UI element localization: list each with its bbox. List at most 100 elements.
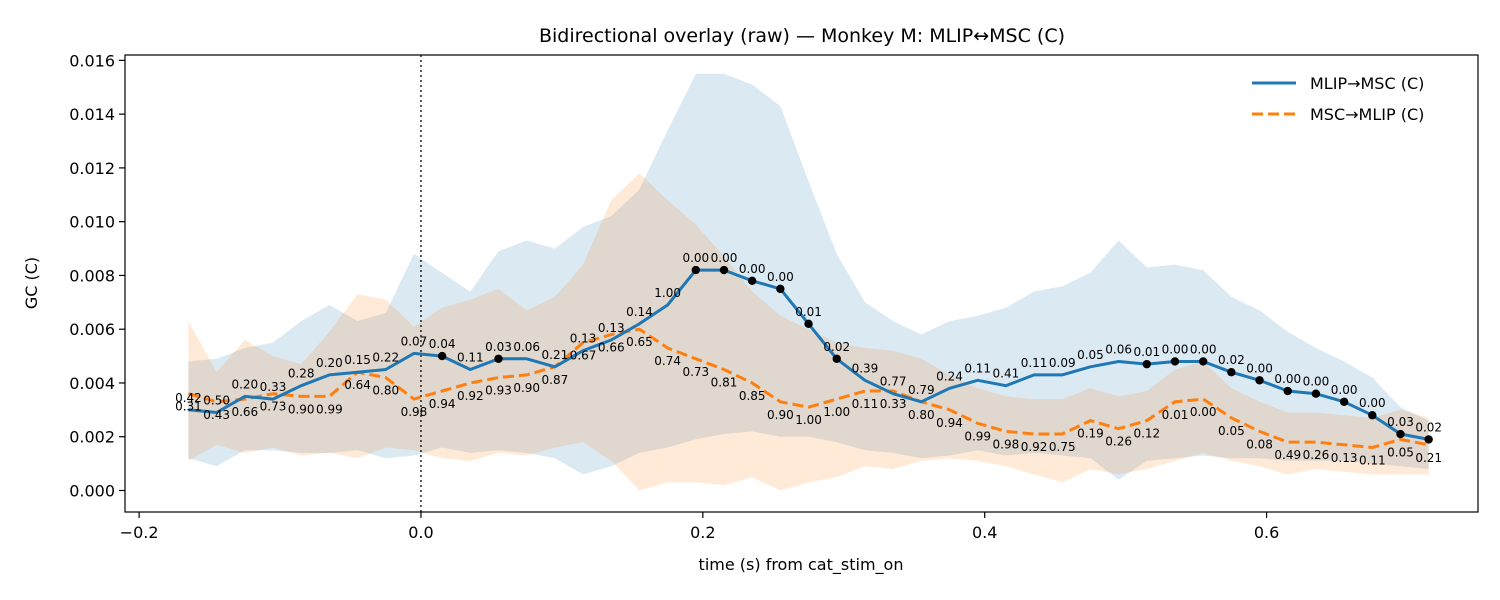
legend-label-msc-to-mlip: MSC→MLIP (C): [1310, 105, 1424, 124]
p-value-label: 0.80: [908, 408, 935, 422]
p-value-label: 0.14: [626, 305, 653, 319]
p-value-label: 0.01: [795, 305, 822, 319]
y-axis-label: GC (C): [22, 257, 41, 309]
p-value-label: 0.11: [964, 361, 991, 375]
p-value-label: 0.85: [739, 389, 766, 403]
p-value-label: 0.64: [344, 378, 371, 392]
p-value-label: 0.03: [485, 340, 512, 354]
significance-dot: [804, 319, 813, 329]
y-tick-label: 0.008: [69, 266, 115, 285]
y-tick-label: 0.000: [69, 481, 115, 500]
p-value-label: 0.00: [682, 251, 709, 265]
p-value-label: 0.11: [852, 397, 879, 411]
y-tick-label: 0.016: [69, 51, 115, 70]
p-value-label: 0.00: [1190, 405, 1217, 419]
p-value-label: 0.03: [1387, 415, 1414, 429]
p-value-label: 0.02: [823, 340, 850, 354]
legend-label-mlip-to-msc: MLIP→MSC (C): [1310, 74, 1424, 93]
p-value-label: 0.12: [1133, 427, 1160, 441]
significance-dot: [1142, 359, 1151, 369]
p-value-label: 0.77: [880, 375, 907, 389]
confidence-bands: [188, 73, 1429, 491]
p-value-labels: 0.42 0.500.20 0.330.280.20 0.15 0.220.07 0.04…: [175, 251, 1442, 467]
p-value-label: 0.21: [1415, 451, 1442, 465]
p-value-label: 0.06: [1105, 342, 1132, 356]
p-value-label: 0.73: [682, 365, 709, 379]
p-value-label: 0.09: [1049, 356, 1076, 370]
p-value-label: 0.11: [1359, 453, 1386, 467]
significance-dot: [1170, 357, 1180, 366]
band-msc-to-mlip: [188, 173, 1429, 491]
p-value-label: 0.75: [1049, 440, 1076, 454]
p-value-label: 0.19: [1077, 427, 1104, 441]
p-value-label: 0.94: [936, 416, 963, 430]
significance-dot: [437, 351, 447, 361]
p-value-label: 0.02: [1218, 353, 1245, 367]
p-value-label: 0.98: [401, 405, 428, 419]
p-value-label: 0.49: [1274, 448, 1301, 462]
p-value-label: 0.79: [908, 383, 935, 397]
significance-dot: [776, 284, 785, 294]
significance-dot: [1227, 368, 1236, 377]
significance-dot: [832, 354, 841, 363]
p-value-label: 0.33: [260, 380, 287, 394]
p-value-label: 0.93: [485, 384, 512, 398]
p-value-label: 0.06: [513, 340, 540, 354]
p-value-label: 0.22: [372, 351, 399, 365]
significance-dot: [1339, 397, 1349, 406]
p-value-label: 0.31: [175, 400, 202, 414]
p-value-label: 0.66: [598, 341, 625, 355]
p-value-label: 1.00: [654, 286, 681, 300]
p-value-label: 0.65: [626, 335, 653, 349]
p-value-label: 0.74: [654, 354, 681, 368]
p-value-label: 0.90: [513, 381, 540, 395]
p-value-label: 1.00: [795, 413, 822, 427]
significance-dot: [691, 265, 700, 275]
significance-dot: [1396, 429, 1405, 439]
p-value-label: 0.00: [767, 270, 794, 284]
p-value-label: 0.00: [1331, 383, 1358, 397]
p-value-label: 0.00: [1162, 342, 1189, 356]
significance-markers: [437, 265, 1433, 444]
y-tick-label: 0.006: [69, 320, 115, 339]
y-tick-label: 0.002: [69, 428, 115, 447]
p-value-label: 0.80: [372, 384, 399, 398]
p-value-label: 0.05: [1077, 348, 1104, 362]
p-value-label: 0.00: [1303, 375, 1330, 389]
p-value-label: 0.13: [1331, 451, 1358, 465]
p-value-label: 0.66: [231, 405, 258, 419]
p-value-label: 0.11: [457, 351, 484, 365]
p-value-label: 0.42: [175, 391, 202, 405]
p-value-label: 0.08: [1246, 437, 1273, 451]
p-value-label: 0.07: [401, 334, 428, 348]
y-tick-label: 0.012: [69, 159, 115, 178]
x-axis-label: time (s) from cat_stim_on: [699, 555, 904, 575]
significance-dot: [1424, 435, 1433, 444]
significance-dot: [1368, 411, 1377, 420]
p-value-label: 0.05: [1387, 445, 1414, 459]
significance-dot: [719, 265, 729, 275]
significance-dot: [1198, 357, 1208, 366]
p-value-label: 0.11: [1021, 356, 1048, 370]
p-value-label: 0.15: [344, 353, 371, 367]
p-value-label: 0.92: [1021, 440, 1048, 454]
p-value-label: 0.43: [203, 408, 230, 422]
p-value-label: 0.94: [429, 397, 456, 411]
p-value-label: 0.98: [993, 437, 1020, 451]
y-tick-label: 0.010: [69, 213, 115, 232]
p-value-label: 0.99: [964, 429, 991, 443]
p-value-label: 0.67: [570, 349, 597, 363]
x-tick-label: 0.0: [408, 523, 433, 542]
p-value-label: 0.13: [570, 332, 597, 346]
p-value-label: 0.20: [231, 377, 258, 391]
plot-frame: [124, 54, 1479, 513]
p-value-label: 0.21: [542, 348, 569, 362]
x-tick-label: 0.6: [1254, 523, 1279, 542]
p-value-label: 0.26: [1303, 448, 1330, 462]
p-value-label: 0.90: [767, 408, 794, 422]
p-value-label: 0.04: [429, 337, 456, 351]
p-value-label: 0.02: [1415, 420, 1442, 434]
p-value-label: 0.33: [880, 397, 907, 411]
